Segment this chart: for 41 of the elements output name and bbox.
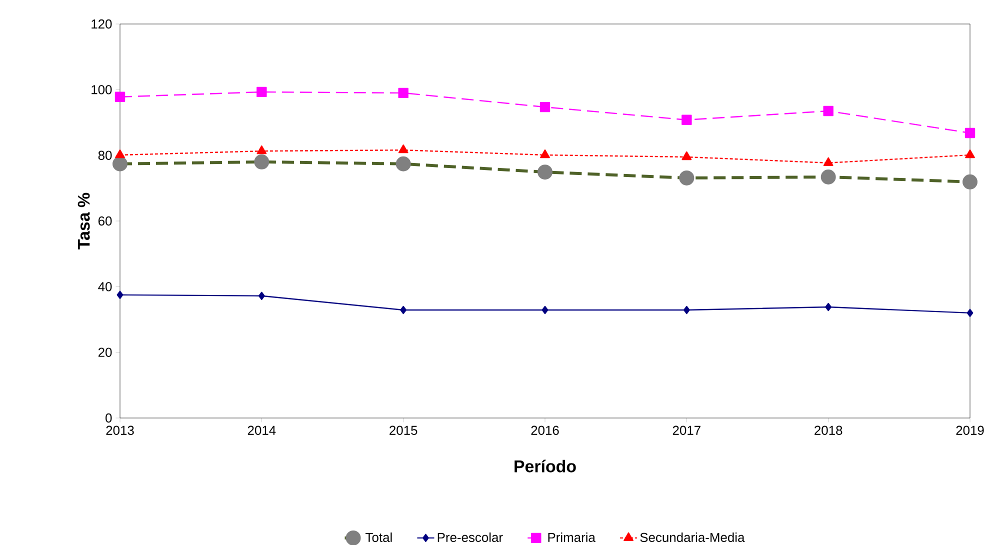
point: [825, 302, 832, 312]
x-tick-label: 2013: [106, 426, 134, 435]
y-tick-label: 100: [92, 85, 112, 94]
point: [400, 306, 407, 314]
y-tick-label: 80: [98, 150, 112, 160]
point: [682, 151, 692, 160]
point: [398, 88, 408, 98]
point: [256, 145, 267, 154]
legend-label: Pre-escolar: [438, 532, 503, 542]
x-tick-label: 2017: [672, 426, 700, 435]
y-tick-label: 20: [98, 348, 112, 357]
point: [258, 292, 265, 300]
y-axis-title: Tasa %: [78, 192, 90, 250]
point: [256, 86, 267, 98]
y-tick-label: 120: [92, 19, 112, 29]
y-tick-label: 40: [98, 282, 112, 292]
legend-label: Total: [366, 532, 392, 542]
point: [540, 149, 550, 158]
legend-label: Primaria: [548, 532, 596, 542]
point: [542, 306, 548, 314]
x-tick-label: 2014: [248, 426, 276, 435]
point: [682, 114, 692, 125]
point: [823, 106, 834, 116]
point: [540, 102, 550, 112]
point: [823, 157, 834, 166]
x-tick-label: 2019: [956, 426, 984, 435]
y-tick-label: 0: [106, 413, 112, 423]
point: [964, 128, 976, 138]
point: [683, 306, 690, 314]
x-tick-label: 2015: [390, 426, 418, 435]
point: [115, 149, 125, 158]
point: [114, 92, 126, 102]
x-tick-label: 2016: [531, 426, 559, 435]
point: [398, 144, 408, 154]
x-tick-label: 2018: [814, 426, 842, 435]
point: [966, 308, 974, 318]
legend-label: Secundaria-Media: [640, 532, 745, 542]
point: [116, 290, 124, 299]
x-axis-title: Período: [514, 460, 576, 472]
point: [965, 149, 975, 158]
y-tick-label: 60: [98, 216, 112, 226]
